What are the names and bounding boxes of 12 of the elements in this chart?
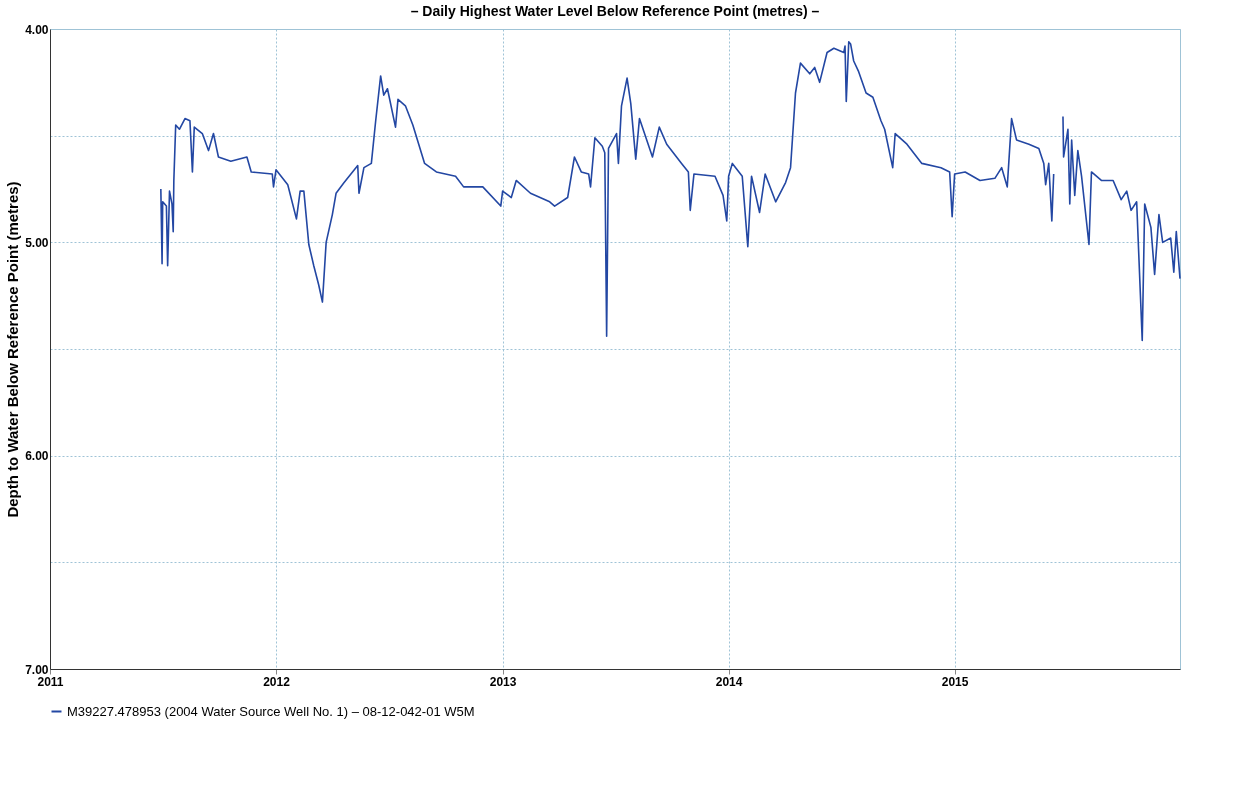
x-tick-label: 2012	[263, 674, 291, 689]
y-tick-label: 5.00	[25, 235, 49, 250]
legend-label: M39227.478953 (2004 Water Source Well No. 1) – 08-12-042-01 W5M	[67, 703, 475, 719]
chart-title: – Daily Highest Water Level Below Reference Point (metres) –	[410, 3, 820, 19]
y-axis-title: Depth to Water Below Reference Point (metres)	[4, 181, 22, 518]
y-tick-label: 7.00	[25, 662, 49, 677]
x-tick-label: 2015	[941, 674, 969, 689]
x-tick-label: 2013	[489, 674, 517, 689]
y-tick-label: 6.00	[25, 449, 49, 464]
x-tick-label: 2011	[37, 674, 64, 689]
x-tick-label: 2014	[715, 674, 743, 689]
y-tick-label: 4.00	[25, 22, 49, 37]
